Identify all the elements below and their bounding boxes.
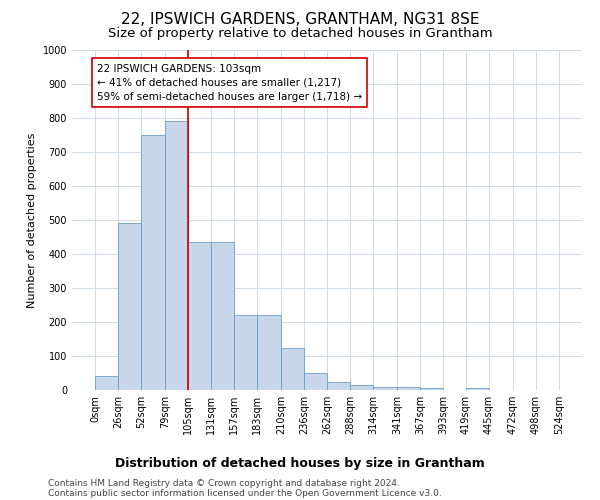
Bar: [118, 224, 141, 390]
Bar: [281, 348, 304, 390]
Bar: [327, 382, 350, 390]
Bar: [397, 386, 420, 390]
Bar: [95, 376, 118, 390]
Bar: [234, 315, 257, 390]
Bar: [141, 135, 165, 390]
Text: Contains HM Land Registry data © Crown copyright and database right 2024.: Contains HM Land Registry data © Crown c…: [48, 479, 400, 488]
Bar: [373, 386, 397, 390]
Text: Contains public sector information licensed under the Open Government Licence v3: Contains public sector information licen…: [48, 489, 442, 498]
Bar: [257, 315, 281, 390]
Bar: [420, 388, 443, 390]
Bar: [304, 373, 327, 390]
Text: Size of property relative to detached houses in Grantham: Size of property relative to detached ho…: [107, 28, 493, 40]
Text: 22, IPSWICH GARDENS, GRANTHAM, NG31 8SE: 22, IPSWICH GARDENS, GRANTHAM, NG31 8SE: [121, 12, 479, 28]
Bar: [165, 122, 188, 390]
Text: 22 IPSWICH GARDENS: 103sqm
← 41% of detached houses are smaller (1,217)
59% of s: 22 IPSWICH GARDENS: 103sqm ← 41% of deta…: [97, 64, 362, 102]
Bar: [350, 385, 373, 390]
Bar: [211, 242, 234, 390]
Text: Distribution of detached houses by size in Grantham: Distribution of detached houses by size …: [115, 458, 485, 470]
Y-axis label: Number of detached properties: Number of detached properties: [27, 132, 37, 308]
Bar: [188, 242, 211, 390]
Bar: [466, 388, 489, 390]
